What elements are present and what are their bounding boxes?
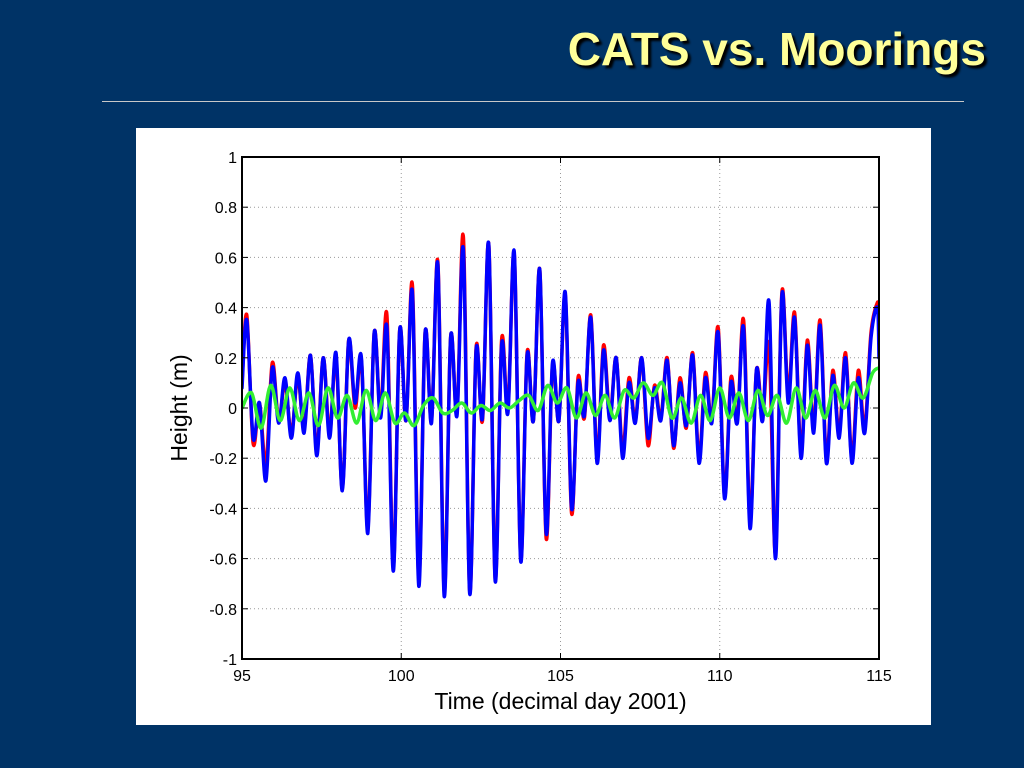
y-tick-label: -0.2 (209, 451, 237, 468)
y-tick-label: 0.2 (215, 351, 237, 368)
x-tick-label: 95 (233, 668, 251, 685)
height-time-chart: 95 100 105 110 115 -1 -0.8 -0.6 -0.4 -0.2 0 0.2 0.4 0… (166, 150, 892, 714)
blue-series-line (242, 240, 879, 599)
title-divider (102, 101, 964, 102)
y-tick-label: 0 (228, 401, 237, 418)
x-tick-label: 110 (707, 668, 733, 685)
y-tick-label: -0.6 (209, 552, 237, 569)
x-tick-label: 105 (547, 668, 574, 685)
y-tick-label: -0.4 (209, 501, 237, 518)
slide-title: CATS vs. Moorings (567, 23, 986, 75)
y-tick-label: -1 (223, 652, 237, 669)
x-tick-label: 100 (388, 668, 415, 685)
x-axis-label: Time (decimal day 2001) (434, 688, 686, 714)
y-axis-label: Height (m) (166, 354, 192, 461)
y-tick-label: 1 (228, 150, 237, 167)
x-tick-label: 115 (866, 668, 892, 685)
y-tick-label: 0.8 (215, 200, 237, 217)
axis-ticks: 95 100 105 110 115 -1 -0.8 -0.6 -0.4 -0.2 0 0.2 0.4 0… (209, 150, 891, 685)
y-tick-label: 0.4 (215, 301, 237, 318)
green-series-line (242, 366, 879, 430)
series-lines (242, 232, 879, 599)
y-tick-label: 0.6 (215, 250, 237, 267)
figure-panel: 95 100 105 110 115 -1 -0.8 -0.6 -0.4 -0.2 0 0.2 0.4 0… (136, 128, 931, 725)
y-tick-label: -0.8 (209, 602, 237, 619)
